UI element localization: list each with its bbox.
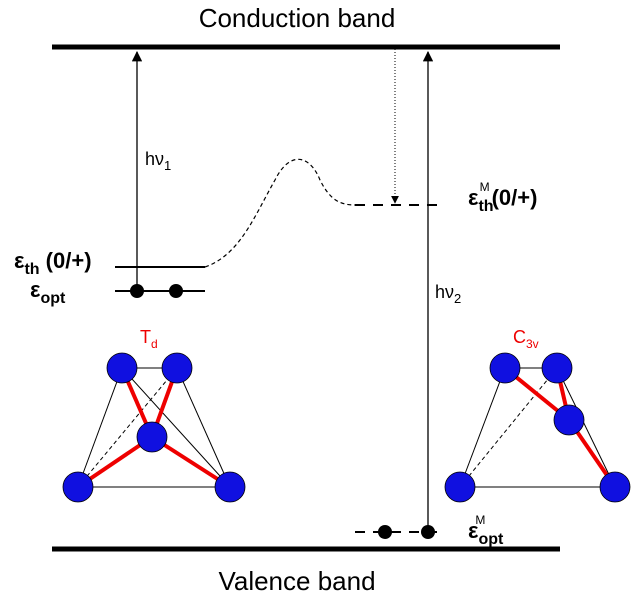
td-atoms [63,353,245,502]
eopt-m-label: εoptM [468,513,504,548]
valence-band-label: Valence band [218,566,375,596]
symbol: hν [435,282,454,302]
subscript: d [151,337,158,351]
hv1-label: hν1 [145,149,171,173]
subscript: 3v [526,337,539,351]
eth-label: εth (0/+) [14,248,92,278]
subscript: opt [478,531,504,548]
td-label: Td [140,327,158,351]
symbol: C [513,327,526,347]
eth-m-label: εthM(0/+) [468,180,537,215]
symbol: T [140,327,151,347]
subscript: opt [40,290,66,307]
electron [130,284,144,298]
barrier-curve [205,159,355,267]
subscript: 1 [164,158,171,173]
c3v-label: C3v [513,327,539,351]
diagram: Conduction band Valence band hν1 εth (0/… [0,0,637,597]
superscript: M [475,513,485,527]
c3v-atoms [445,353,630,502]
conduction-band-label: Conduction band [199,3,396,33]
symbol: ε [30,277,41,302]
hv2-label: hν2 [435,282,461,306]
subscript: 2 [454,291,461,306]
electron [378,525,392,539]
suffix: (0/+) [40,248,92,273]
c3v-frame [460,368,615,487]
symbol: ε [468,185,479,210]
eopt-label: εopt [30,277,66,307]
electron [421,525,435,539]
electron [169,284,183,298]
superscript: M [480,180,490,194]
suffix: (0/+) [492,185,538,210]
subscript: th [24,261,39,278]
symbol: ε [14,248,25,273]
symbol: hν [145,149,164,169]
